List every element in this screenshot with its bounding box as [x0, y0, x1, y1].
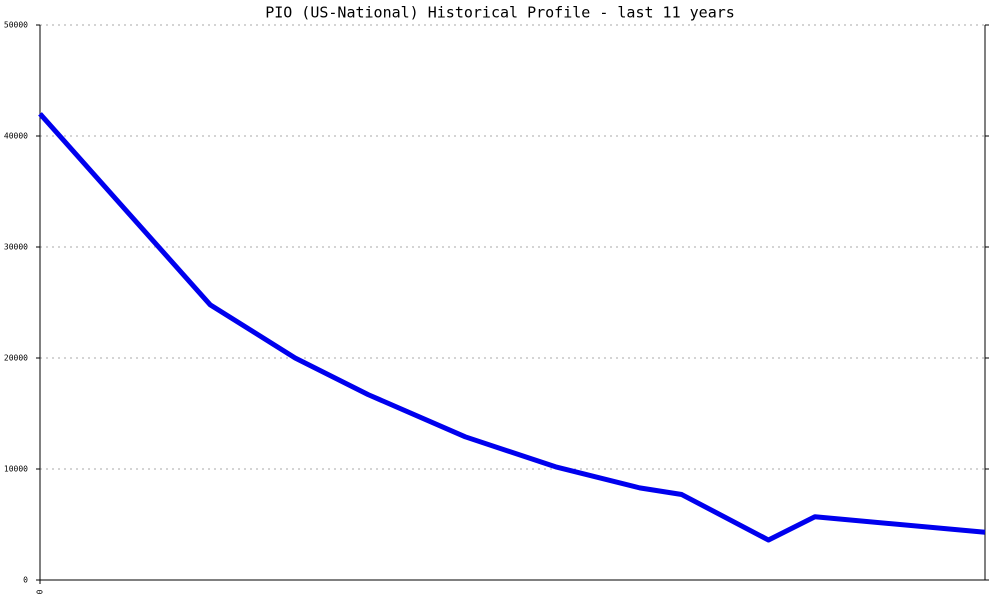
y-tick-label: 50000	[4, 21, 28, 30]
data-line	[38, 112, 986, 543]
y-tick-label: 20000	[4, 354, 28, 363]
y-tick-label: 0	[23, 576, 28, 585]
y-tick-label: 10000	[4, 465, 28, 474]
y-tick-label: 30000	[4, 243, 28, 252]
y-tick-label: 40000	[4, 132, 28, 141]
chart-title: PIO (US-National) Historical Profile - l…	[265, 4, 735, 22]
x-tick-label: 0	[36, 589, 45, 594]
